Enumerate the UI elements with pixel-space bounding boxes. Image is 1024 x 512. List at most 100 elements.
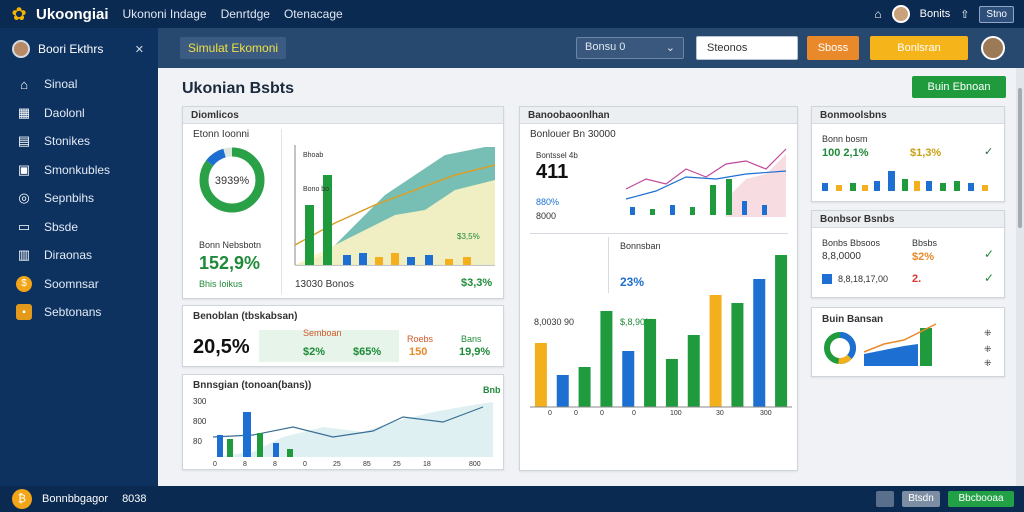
upload-icon[interactable]: ⇧: [960, 8, 970, 21]
x-tick: 8: [243, 461, 247, 468]
footer-icon-button[interactable]: [876, 491, 894, 507]
bar: [578, 367, 591, 407]
top-nav-item[interactable]: Denrtdge: [220, 7, 270, 21]
sidebar-item-calendar[interactable]: ▥ Diraonas: [0, 241, 158, 270]
search-input[interactable]: Steonos: [696, 36, 798, 60]
mid-label: Bonn Nebsbotn: [199, 240, 262, 250]
scrollbar[interactable]: [1016, 68, 1024, 486]
scrollbar-thumb[interactable]: [1018, 88, 1022, 228]
donut-chart: 3939%: [199, 147, 265, 213]
bar: [709, 295, 722, 407]
section-divider: [530, 233, 788, 234]
sidebar-item-inbox[interactable]: ▣ Smonkubles: [0, 156, 158, 185]
label: Bbsbs: [912, 238, 938, 248]
legend-mark: ⁜: [984, 328, 992, 338]
big-value: 152,9%: [199, 253, 261, 273]
y-tick: 300: [193, 397, 207, 406]
area-blue: [864, 344, 918, 366]
label: Bonbs Bbsoos: [822, 238, 881, 248]
footer-button-primary[interactable]: Bbcbooaa: [948, 491, 1014, 507]
value-item: $65%: [353, 346, 382, 358]
bar: [914, 181, 920, 191]
calendar-icon: ▥: [17, 247, 31, 263]
small-label: Bhis Ioikus: [199, 279, 243, 289]
sidebar-item-dashboard[interactable]: ▦ Daolonl: [0, 99, 158, 128]
bar: [687, 335, 700, 407]
trend-chart: [212, 402, 493, 457]
header-avatar[interactable]: [981, 36, 1005, 60]
chart-label2: Bono bo: [303, 186, 329, 193]
sub-header-title: Simulat Ekomoni: [180, 37, 287, 59]
sidebar-item-home[interactable]: ⌂ Sinoal: [0, 70, 158, 99]
brand-logo-icon[interactable]: ✿: [11, 4, 27, 24]
label: $,8,90%: [620, 317, 654, 327]
bar: [534, 343, 547, 407]
sidebar-item-briefcase[interactable]: ▪ Sebtonans: [0, 298, 158, 327]
value-1: 100 2,1%: [822, 147, 869, 159]
big-value: 20,5%: [193, 336, 250, 358]
sidebar-item-label: Sebtonans: [44, 305, 102, 320]
bar: [822, 183, 828, 191]
bar: [926, 181, 932, 191]
card-title: Bnnsgian (tonoan(bans)): [193, 380, 312, 391]
bar: [425, 255, 433, 265]
big-value-2: 23%: [620, 275, 645, 289]
x-tick: 18: [423, 461, 431, 468]
line-blue: [625, 170, 787, 200]
x-tick: 800: [469, 461, 481, 468]
value: 880%: [536, 197, 560, 207]
top-nav-item[interactable]: Otenacage: [283, 7, 343, 21]
value: 8,8,18,17,00: [838, 274, 889, 284]
value: 8,8,0000: [822, 251, 861, 262]
y-tick: 800: [193, 417, 207, 426]
user-name[interactable]: Bonits: [919, 8, 951, 20]
x-tick: 25: [393, 461, 401, 468]
filter-select[interactable]: Bonsu 0 ⌄: [576, 37, 684, 59]
donut-fill-2: [824, 332, 856, 364]
card-performance: Banoobaoonlhan Bonlouer Bn 30000 Bontsse…: [519, 106, 798, 471]
footer-coin-icon[interactable]: ₿: [12, 489, 32, 509]
footer-label: Bonnbbgagor: [42, 493, 109, 505]
bar: [940, 183, 946, 191]
bar: [731, 303, 744, 407]
sidebar-avatar[interactable]: [12, 40, 30, 58]
card-overview: Diomlicos Etonn Ioonni 3939% Bonn Nebsbo…: [182, 106, 504, 299]
x-tick: 0: [600, 410, 604, 417]
donut-fill: [824, 332, 856, 364]
sidebar-item-coin[interactable]: $ Soomnsar: [0, 270, 158, 299]
mini-combo: [863, 323, 937, 366]
chart-icon: ▤: [17, 133, 31, 149]
sub-header: Simulat Ekomoni Bonsu 0 ⌄ Steonos Sboss B…: [158, 28, 1024, 68]
footer-button-secondary[interactable]: Btsdn: [902, 491, 940, 507]
sidebar-item-chart[interactable]: ▤ Stonikes: [0, 127, 158, 156]
value: $2%: [912, 251, 935, 263]
sidebar-item-target[interactable]: ◎ Sepnbihs: [0, 184, 158, 213]
yellow-button[interactable]: Bonlsran: [870, 36, 968, 60]
orange-button[interactable]: Sboss: [807, 36, 859, 60]
top-button[interactable]: Stno: [979, 5, 1014, 23]
bar: [305, 205, 314, 265]
bar: [836, 185, 842, 191]
value: 8000: [536, 211, 557, 221]
card-title: Bonbsor Bsnbs: [812, 211, 1004, 228]
sidebar-item-label: Diraonas: [44, 248, 93, 263]
sidebar-item-label: Daolonl: [44, 105, 85, 120]
bar: [622, 351, 635, 407]
label: Bontssel 4b: [536, 151, 578, 160]
card-subtitle: Bonlouer Bn 30000: [530, 129, 616, 140]
notification-icon[interactable]: ⌂: [874, 7, 882, 21]
dashboard-icon: ▦: [17, 104, 31, 120]
user-avatar[interactable]: [891, 5, 910, 23]
legend-mark: ⁜: [984, 344, 992, 354]
bar: [888, 171, 895, 191]
label: Bonnsban: [620, 241, 661, 251]
primary-action-button[interactable]: Buin Ebnoan: [912, 76, 1006, 98]
check-icon: ✓: [984, 146, 994, 158]
value-item: 150: [409, 346, 428, 358]
close-icon[interactable]: ✕: [134, 43, 144, 56]
card-title: Buin Bansan: [822, 314, 884, 325]
sidebar-item-folder[interactable]: ▭ Sbsde: [0, 213, 158, 242]
top-nav-item[interactable]: Ukononi Indage: [122, 7, 207, 21]
chart-label: Bhoab: [303, 152, 323, 159]
chevron-down-icon: ⌄: [665, 42, 675, 54]
